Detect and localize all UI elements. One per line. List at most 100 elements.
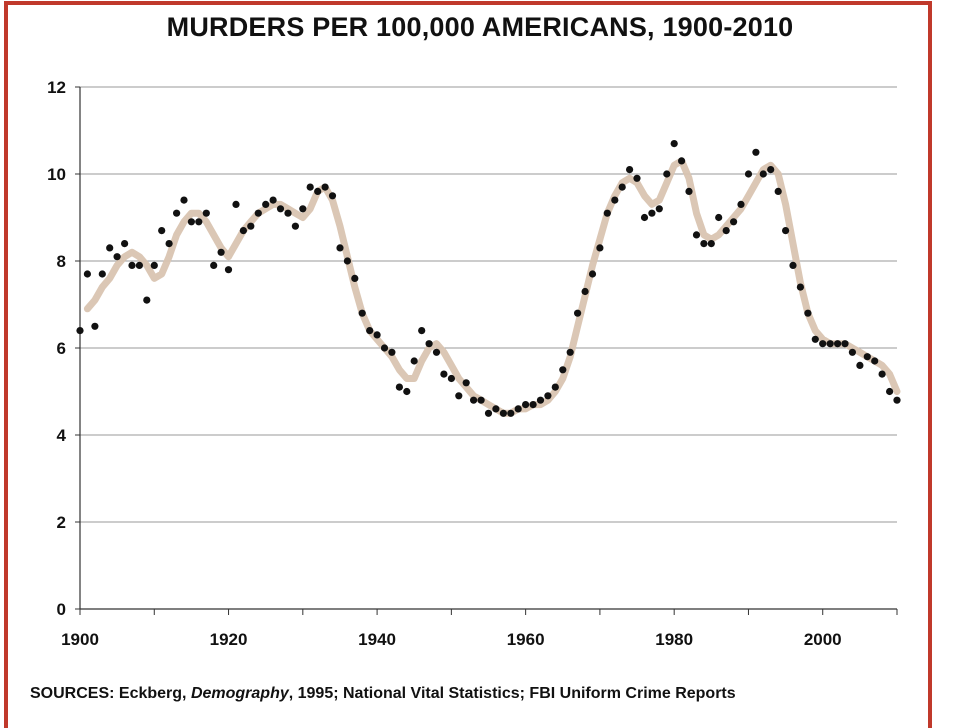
axes (75, 86, 898, 615)
data-point (499, 409, 507, 417)
data-point (470, 396, 478, 404)
data-points (76, 140, 901, 417)
data-point (581, 287, 589, 296)
x-tick-label: 1960 (507, 630, 545, 649)
data-point (128, 261, 136, 269)
data-point (559, 366, 567, 374)
data-point (514, 405, 522, 413)
data-point (403, 387, 411, 396)
chart-title: MURDERS PER 100,000 AMERICANS, 1900-2010 (166, 12, 794, 42)
data-point (91, 322, 99, 330)
data-point (195, 218, 203, 226)
data-point (366, 327, 374, 335)
data-point (440, 370, 448, 378)
data-point (804, 309, 812, 317)
data-point (299, 205, 307, 213)
data-point (98, 270, 106, 278)
data-point (291, 222, 299, 230)
trend-series (83, 157, 901, 417)
data-point (507, 409, 515, 417)
data-point (447, 374, 455, 383)
data-point (239, 227, 247, 235)
data-point (380, 344, 389, 352)
data-point (492, 405, 500, 413)
data-point (462, 379, 470, 387)
data-point (321, 183, 329, 191)
data-point (284, 209, 292, 217)
data-point (395, 383, 403, 391)
data-point (373, 331, 381, 339)
data-point (262, 200, 270, 208)
data-point (484, 409, 493, 417)
data-point (544, 392, 552, 400)
data-point (551, 383, 559, 391)
data-point (432, 348, 441, 356)
sources-suffix: , 1995; National Vital Statistics; FBI U… (288, 685, 736, 702)
chart-frame (4, 1, 932, 728)
data-point (633, 174, 641, 182)
data-point (670, 140, 678, 148)
data-point (722, 227, 730, 235)
y-tick-label: 10 (47, 165, 66, 184)
data-point (871, 357, 879, 365)
data-point (626, 166, 634, 174)
data-point (893, 396, 901, 404)
data-point (618, 183, 626, 191)
data-point (640, 213, 649, 222)
data-point (276, 205, 285, 213)
y-tick-label: 8 (57, 252, 66, 271)
data-point (789, 261, 797, 269)
data-point (455, 392, 463, 400)
data-point (477, 396, 485, 404)
data-point (715, 213, 723, 222)
data-point (425, 340, 433, 348)
x-tick-label: 1980 (655, 630, 693, 649)
data-point (782, 227, 790, 235)
data-point (358, 309, 366, 317)
data-point (351, 274, 359, 282)
data-point (811, 335, 819, 343)
sources-journal: Demography (190, 685, 289, 702)
data-point (611, 196, 619, 204)
data-point (752, 148, 760, 156)
sources-prefix: SOURCES: Eckberg, (30, 685, 191, 702)
x-tick-label: 2000 (804, 630, 842, 649)
data-point (143, 296, 151, 304)
data-point (336, 244, 344, 252)
data-point (566, 348, 574, 356)
data-point (158, 227, 166, 235)
data-point (83, 270, 91, 278)
data-point (210, 261, 218, 269)
data-point (173, 209, 181, 217)
x-tick-label: 1920 (210, 630, 248, 649)
y-axis-tick-labels: 0 2 4 6 8 10 12 (47, 78, 66, 619)
y-tick-label: 0 (57, 600, 66, 619)
data-point (306, 183, 314, 191)
y-tick-label: 4 (57, 426, 67, 445)
data-point (707, 240, 715, 248)
data-point (150, 261, 158, 269)
data-point (76, 327, 84, 335)
data-point (603, 209, 611, 217)
data-point (663, 170, 671, 178)
data-point (878, 370, 886, 378)
data-point (737, 200, 745, 208)
data-point (574, 309, 582, 317)
x-axis-tick-labels: 1900 1920 1940 1960 1980 2000 (61, 630, 842, 649)
data-point (113, 253, 121, 261)
data-point (247, 222, 255, 230)
data-point (841, 340, 849, 348)
data-point (180, 196, 188, 204)
data-point (834, 340, 842, 348)
data-point (730, 218, 738, 226)
y-tick-label: 12 (47, 78, 66, 97)
data-point (536, 396, 545, 404)
data-point (529, 401, 537, 409)
data-point (121, 240, 129, 248)
data-point (202, 209, 210, 217)
data-point (224, 266, 233, 274)
data-point (254, 209, 262, 217)
data-point (232, 200, 240, 208)
data-point (848, 348, 857, 356)
